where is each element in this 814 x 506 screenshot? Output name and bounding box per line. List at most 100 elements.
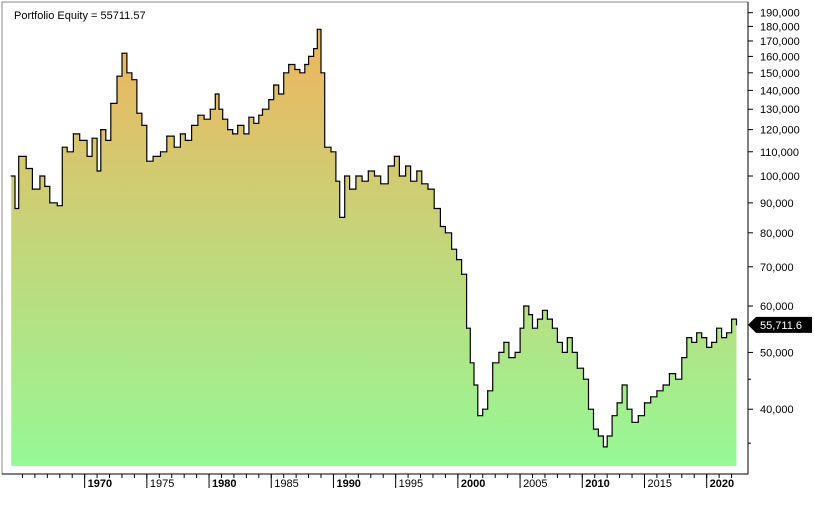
equity-point (611, 415, 613, 417)
equity-point (602, 446, 605, 448)
equity-point (662, 384, 664, 386)
y-tick-label: 70,000 (760, 262, 794, 274)
equity-point (355, 175, 357, 177)
equity-point (519, 327, 521, 329)
equity-point (487, 390, 489, 392)
equity-point (482, 408, 484, 410)
equity-point (433, 207, 435, 210)
equity-point (606, 435, 608, 437)
equity-point (14, 207, 16, 210)
equity-point (597, 435, 600, 437)
equity-point (582, 378, 585, 380)
equity-point (159, 151, 162, 153)
y-tick-label: 40,000 (760, 404, 794, 416)
equity-point (546, 318, 549, 320)
equity-point (313, 48, 315, 50)
equity-point (10, 175, 12, 177)
y-axis: 40,000 50,000 60,000 70,000 80,000 90,000 100,… (748, 8, 800, 444)
equity-point (508, 357, 510, 359)
equity-point (626, 408, 628, 410)
equity-point (361, 180, 363, 182)
equity-point (105, 139, 107, 141)
equity-point (324, 146, 326, 148)
x-tick-label: 2005 (523, 478, 547, 490)
equity-point (308, 55, 310, 58)
equity-point (643, 402, 646, 404)
equity-point (268, 99, 270, 101)
equity-point (278, 93, 280, 95)
y-tick-label: 100,000 (760, 171, 800, 183)
equity-point (556, 341, 559, 343)
equity-point (39, 175, 41, 177)
equity-point (421, 183, 423, 185)
equity-point (444, 232, 446, 234)
equity-point (416, 170, 418, 172)
y-tick-label: 120,000 (760, 125, 800, 137)
equity-point (675, 378, 677, 380)
equity-point (473, 384, 475, 386)
equity-point (393, 155, 395, 157)
equity-point (721, 337, 723, 339)
x-axis: 1970 1975 1980 1985 1990 1995 2000 2005 2010 2015… (21, 474, 734, 490)
equity-point (536, 318, 539, 320)
chart-title: Portfolio Equity = 55711.57 (14, 10, 146, 22)
equity-point (49, 202, 51, 204)
equity-point (320, 72, 322, 74)
equity-point (243, 133, 245, 135)
equity-point (716, 327, 718, 329)
y-tick-label: 160,000 (760, 51, 800, 63)
equity-point (91, 137, 93, 139)
equity-point (439, 225, 441, 228)
equity-point (227, 129, 229, 131)
last-value-marker: 55,711.6 (748, 316, 812, 333)
y-tick-label: 150,000 (760, 68, 800, 80)
equity-point (116, 75, 118, 77)
equity-point (498, 351, 500, 353)
last-value-badge (748, 316, 812, 333)
equity-point (621, 384, 623, 386)
equity-point (561, 351, 564, 353)
equity-point (503, 341, 505, 343)
equity-point (126, 72, 128, 74)
equity-point (528, 314, 530, 316)
y-tick-label: 170,000 (760, 36, 800, 48)
equity-point (373, 175, 376, 177)
equity-point (616, 402, 618, 404)
y-tick-label: 190,000 (760, 8, 800, 20)
equity-point (232, 133, 234, 135)
equity-point (410, 180, 412, 182)
equity-point (79, 139, 81, 141)
x-tick-label: 2000 (461, 478, 485, 490)
y-tick-label: 140,000 (760, 85, 800, 97)
equity-point (96, 170, 98, 172)
equity-point (218, 108, 220, 110)
equity-line (11, 28, 738, 448)
equity-point (427, 188, 429, 190)
equity-point (294, 68, 296, 71)
y-tick-label: 80,000 (760, 228, 794, 240)
equity-point (335, 180, 337, 182)
equity-point (203, 118, 205, 120)
equity-point (668, 373, 671, 375)
equity-point (514, 351, 516, 353)
equity-point (258, 114, 260, 116)
equity-point (31, 188, 33, 190)
equity-point (273, 84, 275, 86)
equity-point (637, 415, 639, 417)
equity-point (726, 332, 728, 334)
equity-point (44, 185, 46, 187)
equity-point (735, 324, 738, 326)
x-tick-label: 1975 (150, 478, 174, 490)
equity-area-layer (11, 29, 737, 467)
equity-point (86, 155, 88, 157)
equity-point (576, 367, 578, 369)
equity-point (398, 175, 400, 177)
equity-point (261, 108, 264, 110)
equity-point (696, 332, 698, 334)
equity-point (61, 146, 63, 148)
equity-point (299, 72, 301, 74)
equity-point (66, 151, 68, 153)
y-tick-label: 180,000 (760, 21, 800, 33)
equity-point (681, 357, 683, 359)
